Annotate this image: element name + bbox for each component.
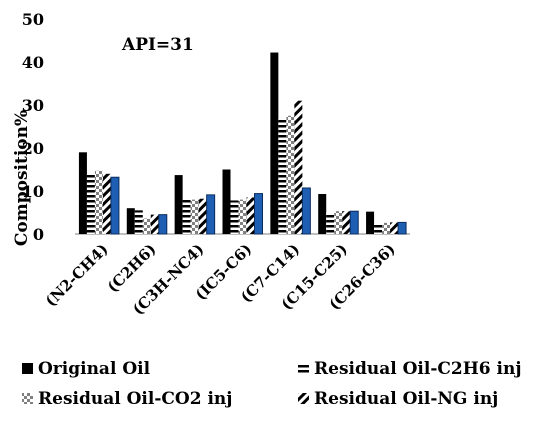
bar bbox=[78, 152, 87, 234]
bar bbox=[254, 193, 263, 235]
legend: Original Oil Residual Oil-C2H6 inj Residua… bbox=[22, 359, 522, 409]
y-tick-label: 50 bbox=[22, 10, 44, 29]
bar bbox=[294, 100, 303, 234]
bar bbox=[158, 214, 168, 235]
bar bbox=[374, 223, 383, 234]
bar bbox=[382, 222, 391, 234]
bar bbox=[318, 194, 327, 234]
bar bbox=[134, 210, 143, 234]
y-tick-label: 20 bbox=[22, 139, 44, 158]
legend-label: Residual Oil-NG inj bbox=[314, 389, 498, 409]
bar bbox=[334, 211, 343, 234]
y-tick-label: 30 bbox=[22, 96, 44, 115]
legend-swatch bbox=[298, 393, 309, 404]
bar bbox=[342, 211, 351, 234]
bar bbox=[182, 199, 191, 234]
bar bbox=[142, 218, 151, 234]
bar bbox=[174, 175, 183, 234]
bar bbox=[230, 200, 239, 234]
bar bbox=[278, 118, 287, 234]
y-tick-label: 40 bbox=[22, 53, 44, 72]
y-tick-label: 10 bbox=[22, 182, 44, 201]
bar bbox=[286, 115, 295, 234]
y-axis-title: Composition% bbox=[12, 110, 32, 246]
bar bbox=[326, 212, 335, 234]
x-tick-label: (N2-CH4) bbox=[42, 240, 112, 310]
bars bbox=[78, 52, 407, 235]
legend-swatch bbox=[298, 363, 309, 374]
bar bbox=[238, 199, 247, 234]
legend-swatch bbox=[22, 393, 33, 404]
legend-label: Residual Oil-C2H6 inj bbox=[314, 359, 522, 379]
bar bbox=[206, 194, 216, 235]
bar bbox=[390, 222, 399, 234]
legend-label: Residual Oil-CO2 inj bbox=[38, 389, 232, 409]
bar bbox=[397, 221, 407, 235]
bar bbox=[222, 169, 231, 234]
bar bbox=[190, 199, 199, 234]
bar bbox=[270, 52, 279, 234]
bar bbox=[126, 208, 135, 234]
bar bbox=[349, 210, 359, 235]
bar bbox=[366, 211, 375, 234]
tick-labels: 01020304050(N2-CH4)(C2H6)(C3H-NC4)(IC5-C… bbox=[22, 10, 399, 319]
bar bbox=[246, 197, 255, 234]
bar bbox=[110, 176, 120, 235]
legend-swatch bbox=[22, 363, 33, 374]
bar bbox=[94, 170, 103, 234]
legend-label: Original Oil bbox=[38, 359, 151, 379]
api-annotation: API=31 bbox=[121, 35, 194, 55]
bar bbox=[198, 198, 207, 234]
bar bbox=[86, 174, 95, 234]
y-tick-label: 0 bbox=[33, 225, 44, 244]
bar bbox=[301, 187, 311, 235]
bar bbox=[150, 214, 159, 234]
bar bbox=[102, 173, 111, 234]
